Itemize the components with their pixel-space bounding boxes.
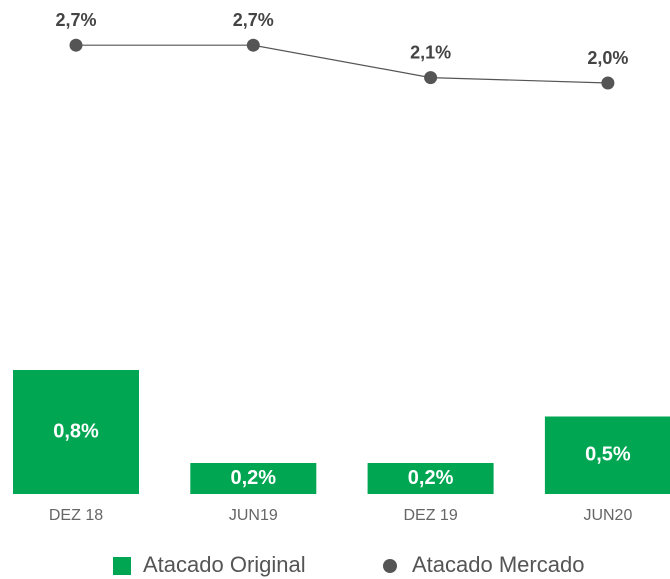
data-label: 0,8% xyxy=(53,420,99,442)
bar xyxy=(544,416,670,494)
x-tick-label: DEZ 19 xyxy=(403,507,457,524)
data-label: 2,0% xyxy=(587,48,628,68)
legend-swatch xyxy=(113,557,131,575)
data-label: 0,5% xyxy=(585,444,631,466)
bar xyxy=(190,463,317,494)
data-label: 2,1% xyxy=(410,42,451,62)
x-tick-label: JUN19 xyxy=(229,507,278,524)
line-point xyxy=(424,71,438,85)
legend-swatch xyxy=(383,559,397,573)
legend-label: Atacado Mercado xyxy=(412,552,584,577)
data-label: 2,7% xyxy=(233,10,274,30)
line-point xyxy=(601,76,615,90)
bar xyxy=(367,463,494,494)
data-label: 0,2% xyxy=(408,467,454,489)
legend-label: Atacado Original xyxy=(143,552,306,577)
bar xyxy=(13,370,139,494)
data-label: 2,7% xyxy=(55,10,96,30)
data-label: 0,2% xyxy=(231,467,277,489)
x-tick-label: DEZ 18 xyxy=(49,507,103,524)
line-point xyxy=(69,38,83,52)
line-point xyxy=(246,38,260,52)
x-tick-label: JUN20 xyxy=(583,507,632,524)
line xyxy=(76,44,608,84)
